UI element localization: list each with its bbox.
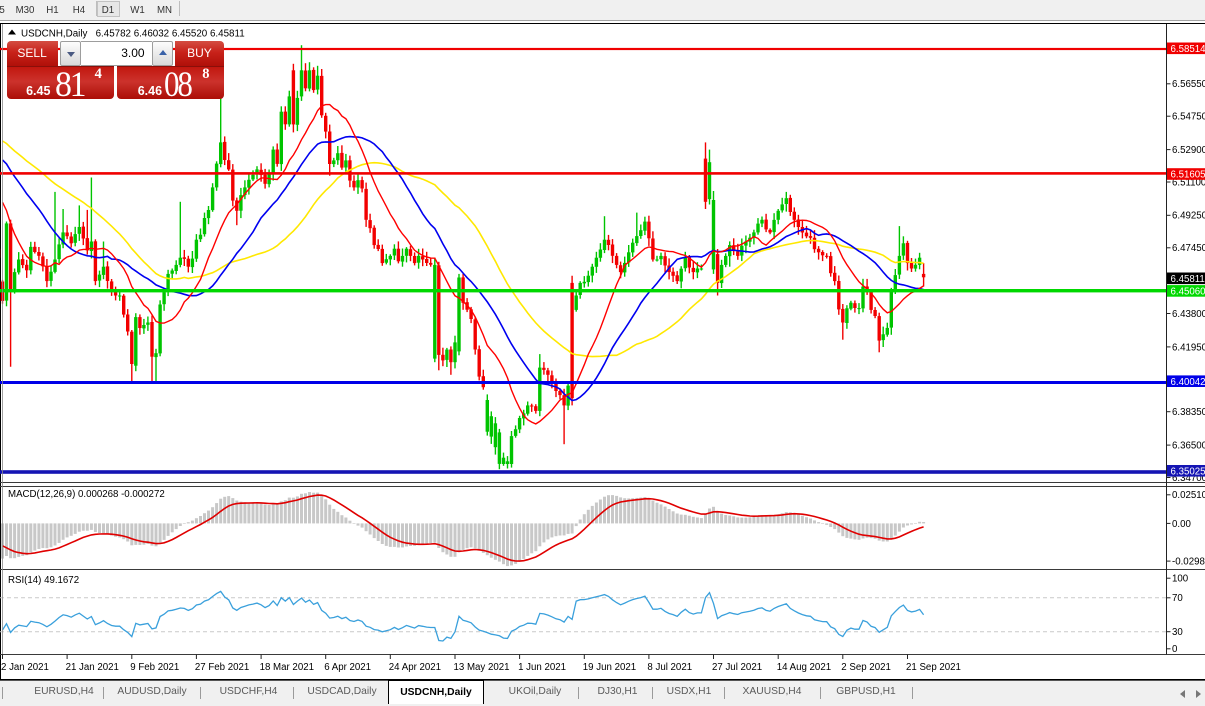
- svg-text:0: 0: [1172, 644, 1178, 655]
- svg-text:14 Aug 2021: 14 Aug 2021: [777, 662, 831, 673]
- svg-text:6.58514: 6.58514: [1171, 44, 1205, 55]
- svg-text:6.49250: 6.49250: [1172, 211, 1205, 222]
- svg-text:18 Mar 2021: 18 Mar 2021: [260, 662, 314, 673]
- svg-text:6.35025: 6.35025: [1171, 466, 1205, 477]
- svg-text:6.40042: 6.40042: [1171, 377, 1205, 388]
- svg-text:6.34700: 6.34700: [1172, 473, 1205, 484]
- svg-text:21 Jan 2021: 21 Jan 2021: [66, 662, 119, 673]
- svg-text:RSI(14) 49.1672: RSI(14) 49.1672: [8, 575, 79, 586]
- svg-text:2 Jan 2021: 2 Jan 2021: [1, 662, 49, 673]
- svg-text:19 Jun 2021: 19 Jun 2021: [583, 662, 636, 673]
- svg-text:6.47450: 6.47450: [1172, 243, 1205, 254]
- svg-text:6.54750: 6.54750: [1172, 112, 1205, 123]
- svg-text:6.38350: 6.38350: [1172, 407, 1205, 418]
- svg-text:MACD(12,26,9) 0.000268 -0.0002: MACD(12,26,9) 0.000268 -0.000272: [8, 489, 165, 500]
- svg-text:USDCNH,Daily 6.45782 6.46032: USDCNH,Daily 6.45782 6.46032 6.45520 6.4…: [21, 29, 245, 40]
- svg-text:6 Apr 2021: 6 Apr 2021: [324, 662, 371, 673]
- svg-text:6.43800: 6.43800: [1172, 309, 1205, 320]
- svg-text:100: 100: [1172, 574, 1189, 585]
- svg-text:70: 70: [1172, 593, 1183, 604]
- svg-text:27 Feb 2021: 27 Feb 2021: [195, 662, 249, 673]
- svg-text:0.00: 0.00: [1172, 519, 1191, 530]
- svg-text:6.51100: 6.51100: [1172, 177, 1205, 188]
- svg-text:6.51605: 6.51605: [1171, 170, 1205, 181]
- svg-text:0.02510: 0.02510: [1172, 490, 1205, 501]
- svg-text:13 May 2021: 13 May 2021: [454, 662, 510, 673]
- svg-text:6.45060: 6.45060: [1171, 287, 1205, 298]
- svg-text:6.41950: 6.41950: [1172, 342, 1205, 353]
- svg-text:6.36500: 6.36500: [1172, 441, 1205, 452]
- svg-text:24 Apr 2021: 24 Apr 2021: [389, 662, 441, 673]
- svg-text:30: 30: [1172, 627, 1183, 638]
- svg-text:1 Jun 2021: 1 Jun 2021: [518, 662, 566, 673]
- svg-text:8 Jul 2021: 8 Jul 2021: [647, 662, 692, 673]
- svg-text:6.56550: 6.56550: [1172, 79, 1205, 90]
- svg-text:9 Feb 2021: 9 Feb 2021: [130, 662, 179, 673]
- svg-text:27 Jul 2021: 27 Jul 2021: [712, 662, 762, 673]
- svg-text:6.52900: 6.52900: [1172, 145, 1205, 156]
- svg-text:21 Sep 2021: 21 Sep 2021: [906, 662, 961, 673]
- svg-text:2 Sep 2021: 2 Sep 2021: [841, 662, 891, 673]
- svg-text:-0.02988: -0.02988: [1172, 557, 1205, 568]
- svg-text:6.45811: 6.45811: [1171, 274, 1205, 285]
